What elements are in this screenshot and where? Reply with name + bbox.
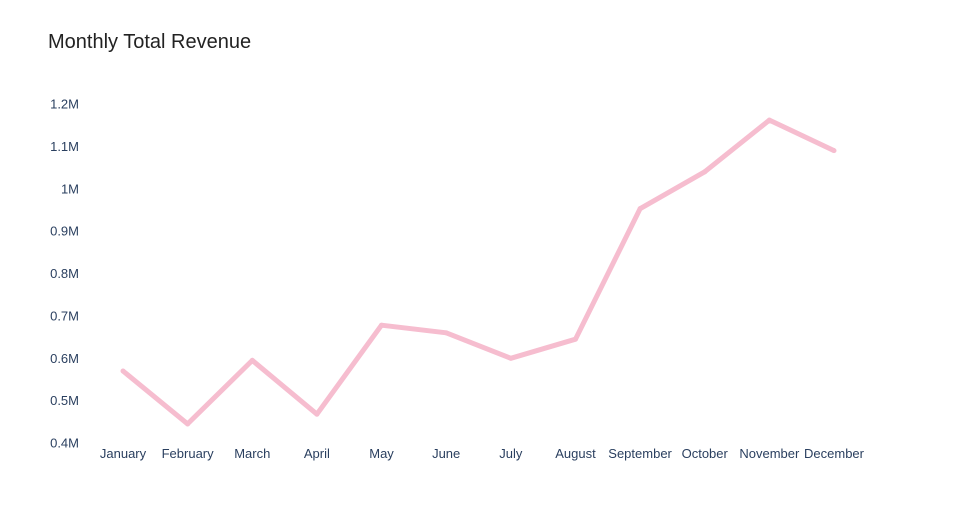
x-tick-label: November [739, 446, 800, 461]
data-point[interactable] [572, 336, 578, 342]
y-axis: 0.4M 0.5M 0.6M 0.7M 0.8M 0.9M 1M 1.1M 1.2M [50, 97, 79, 451]
data-point[interactable] [120, 368, 126, 374]
data-point[interactable] [185, 421, 191, 427]
y-tick-label: 0.9M [50, 224, 79, 239]
series-line-0[interactable] [121, 117, 836, 427]
data-point[interactable] [831, 148, 837, 154]
x-tick-label: August [555, 446, 596, 461]
x-tick-label: March [234, 446, 270, 461]
chart-title: Monthly Total Revenue [48, 31, 252, 53]
data-point[interactable] [766, 117, 772, 123]
y-tick-label: 1M [61, 181, 79, 196]
y-tick-label: 0.7M [50, 308, 79, 323]
y-tick-label: 0.6M [50, 351, 79, 366]
data-point[interactable] [379, 322, 385, 328]
x-tick-label: February [162, 446, 215, 461]
data-point[interactable] [249, 357, 255, 363]
data-point[interactable] [314, 411, 320, 417]
y-tick-label: 0.5M [50, 393, 79, 408]
x-tick-label: December [804, 446, 865, 461]
y-tick-label: 0.8M [50, 266, 79, 281]
y-tick-label: 0.4M [50, 436, 79, 451]
data-point[interactable] [702, 169, 708, 175]
data-point[interactable] [637, 206, 643, 212]
y-tick-label: 1.2M [50, 97, 79, 112]
x-axis: January February March April May June July Augu… [100, 446, 865, 461]
x-tick-label: May [369, 446, 394, 461]
data-point[interactable] [443, 330, 449, 336]
x-tick-label: September [608, 446, 672, 461]
x-tick-label: July [499, 446, 523, 461]
x-tick-label: April [304, 446, 330, 461]
x-tick-label: June [432, 446, 460, 461]
x-tick-label: January [100, 446, 147, 461]
data-point[interactable] [508, 355, 514, 361]
y-tick-label: 1.1M [50, 139, 79, 154]
series-layer [120, 117, 837, 427]
x-tick-label: October [682, 446, 729, 461]
